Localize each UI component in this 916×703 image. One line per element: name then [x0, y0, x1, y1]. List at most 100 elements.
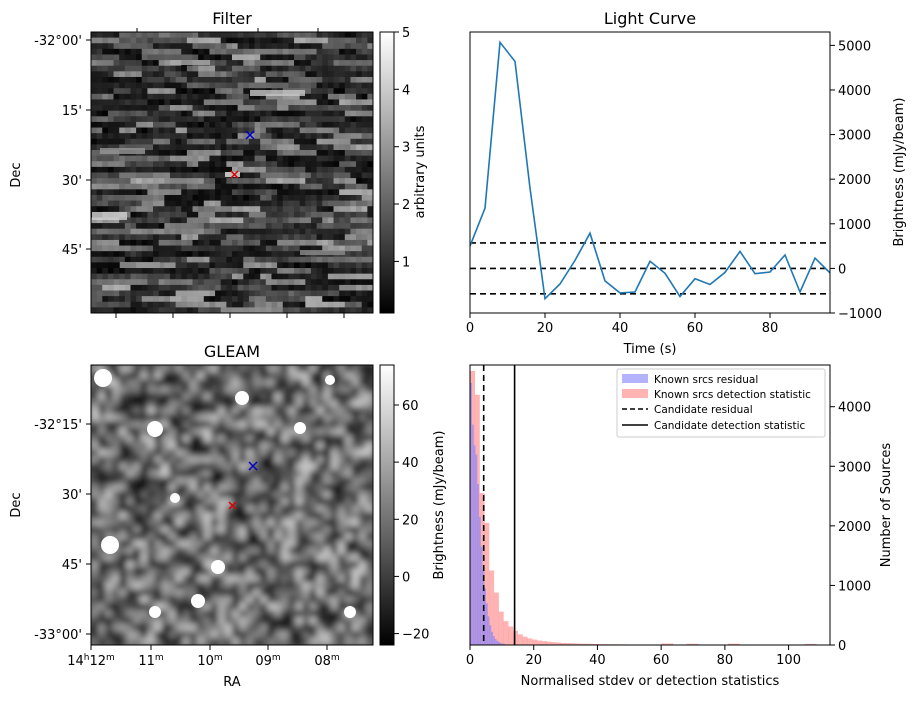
gleam-pixel — [246, 568, 253, 575]
filter-pixel — [249, 105, 255, 111]
filter-pixel — [277, 167, 283, 173]
filter-pixel — [322, 71, 328, 77]
filter-pixel — [170, 128, 176, 134]
filter-pixel — [294, 184, 300, 190]
filter-pixel — [97, 77, 103, 83]
filter-pixel — [311, 94, 317, 100]
gleam-pixel — [126, 624, 133, 631]
filter-pixel — [300, 105, 306, 111]
filter-pixel — [362, 54, 368, 60]
filter-pixel — [176, 296, 182, 302]
filter-pixel — [204, 122, 210, 128]
filter-pixel — [294, 291, 300, 297]
filter-pixel — [91, 234, 97, 240]
gleam-pixel — [119, 631, 126, 638]
filter-pixel — [193, 274, 199, 280]
filter-pixel — [142, 291, 148, 297]
filter-pixel — [232, 296, 238, 302]
filter-pixel — [300, 122, 306, 128]
filter-pixel — [136, 32, 142, 38]
filter-pixel — [294, 116, 300, 122]
gleam-pixel — [281, 484, 288, 491]
filter-pixel — [266, 77, 272, 83]
gleam-pixel — [359, 540, 366, 547]
filter-pixel — [147, 161, 153, 167]
filter-pixel — [176, 251, 182, 257]
filter-pixel — [288, 122, 294, 128]
gleam-pixel — [162, 463, 169, 470]
gleam-pixel — [366, 624, 373, 631]
filter-pixel — [294, 302, 300, 308]
filter-pixel — [277, 184, 283, 190]
filter-pixel — [221, 156, 227, 162]
filter-pixel — [164, 251, 170, 257]
filter-pixel — [170, 71, 176, 77]
filter-pixel — [170, 38, 176, 44]
filter-pixel — [91, 229, 97, 235]
filter-pixel — [125, 274, 131, 280]
filter-pixel — [164, 195, 170, 201]
filter-pixel — [300, 150, 306, 156]
gleam-pixel — [267, 638, 274, 645]
gleam-pixel — [239, 365, 246, 372]
filter-pixel — [164, 99, 170, 105]
filter-pixel — [232, 144, 238, 150]
filter-pixel — [187, 251, 193, 257]
gleam-pixel — [239, 421, 246, 428]
gleam-pixel — [295, 603, 302, 610]
filter-pixel — [294, 285, 300, 291]
filter-pixel — [181, 144, 187, 150]
gleam-pixel — [274, 393, 281, 400]
gleam-pixel — [366, 582, 373, 589]
gleam-pixel — [310, 449, 317, 456]
gleam-pixel — [366, 526, 373, 533]
filter-pixel — [221, 116, 227, 122]
y-tick-label: 0 — [838, 639, 846, 654]
filter-pixel — [198, 94, 204, 100]
filter-pixel — [204, 291, 210, 297]
filter-pixel — [153, 60, 159, 66]
gleam-pixel — [281, 519, 288, 526]
filter-pixel — [243, 77, 249, 83]
filter-pixel — [204, 262, 210, 268]
filter-pixel — [136, 291, 142, 297]
filter-pixel — [249, 212, 255, 218]
filter-pixel — [266, 66, 272, 72]
filter-pixel — [362, 223, 368, 229]
filter-pixel — [345, 268, 351, 274]
filter-colorbar-gradient — [380, 32, 394, 313]
gleam-pixel — [211, 533, 218, 540]
filter-pixel — [170, 206, 176, 212]
filter-pixel — [204, 246, 210, 252]
gleam-pixel — [260, 631, 267, 638]
gleam-pixel — [211, 547, 218, 554]
filter-pixel — [159, 195, 165, 201]
filter-pixel — [164, 291, 170, 297]
filter-pixel — [142, 178, 148, 184]
gleam-pixel — [204, 386, 211, 393]
filter-pixel — [305, 184, 311, 190]
gleam-pixel — [190, 400, 197, 407]
filter-pixel — [317, 229, 323, 235]
gleam-pixel — [105, 582, 112, 589]
filter-pixel — [350, 122, 356, 128]
filter-pixel — [243, 161, 249, 167]
filter-pixel — [271, 307, 277, 313]
filter-pixel — [102, 229, 108, 235]
filter-pixel — [125, 105, 131, 111]
filter-pixel — [232, 246, 238, 252]
filter-title: Filter — [212, 9, 252, 28]
filter-pixel — [294, 66, 300, 72]
gleam-pixel — [204, 638, 211, 645]
gleam-pixel — [190, 575, 197, 582]
gleam-pixel — [91, 596, 98, 603]
filter-pixel — [102, 133, 108, 139]
gleam-pixel — [162, 568, 169, 575]
gleam-dec-ticks: -32°15' 30' 45' -33°00' — [34, 418, 91, 643]
gleam-pixel — [338, 379, 345, 386]
filter-pixel — [350, 257, 356, 263]
filter-pixel — [204, 32, 210, 38]
filter-pixel — [305, 212, 311, 218]
gleam-pixel — [253, 372, 260, 379]
gleam-pixel — [218, 610, 225, 617]
